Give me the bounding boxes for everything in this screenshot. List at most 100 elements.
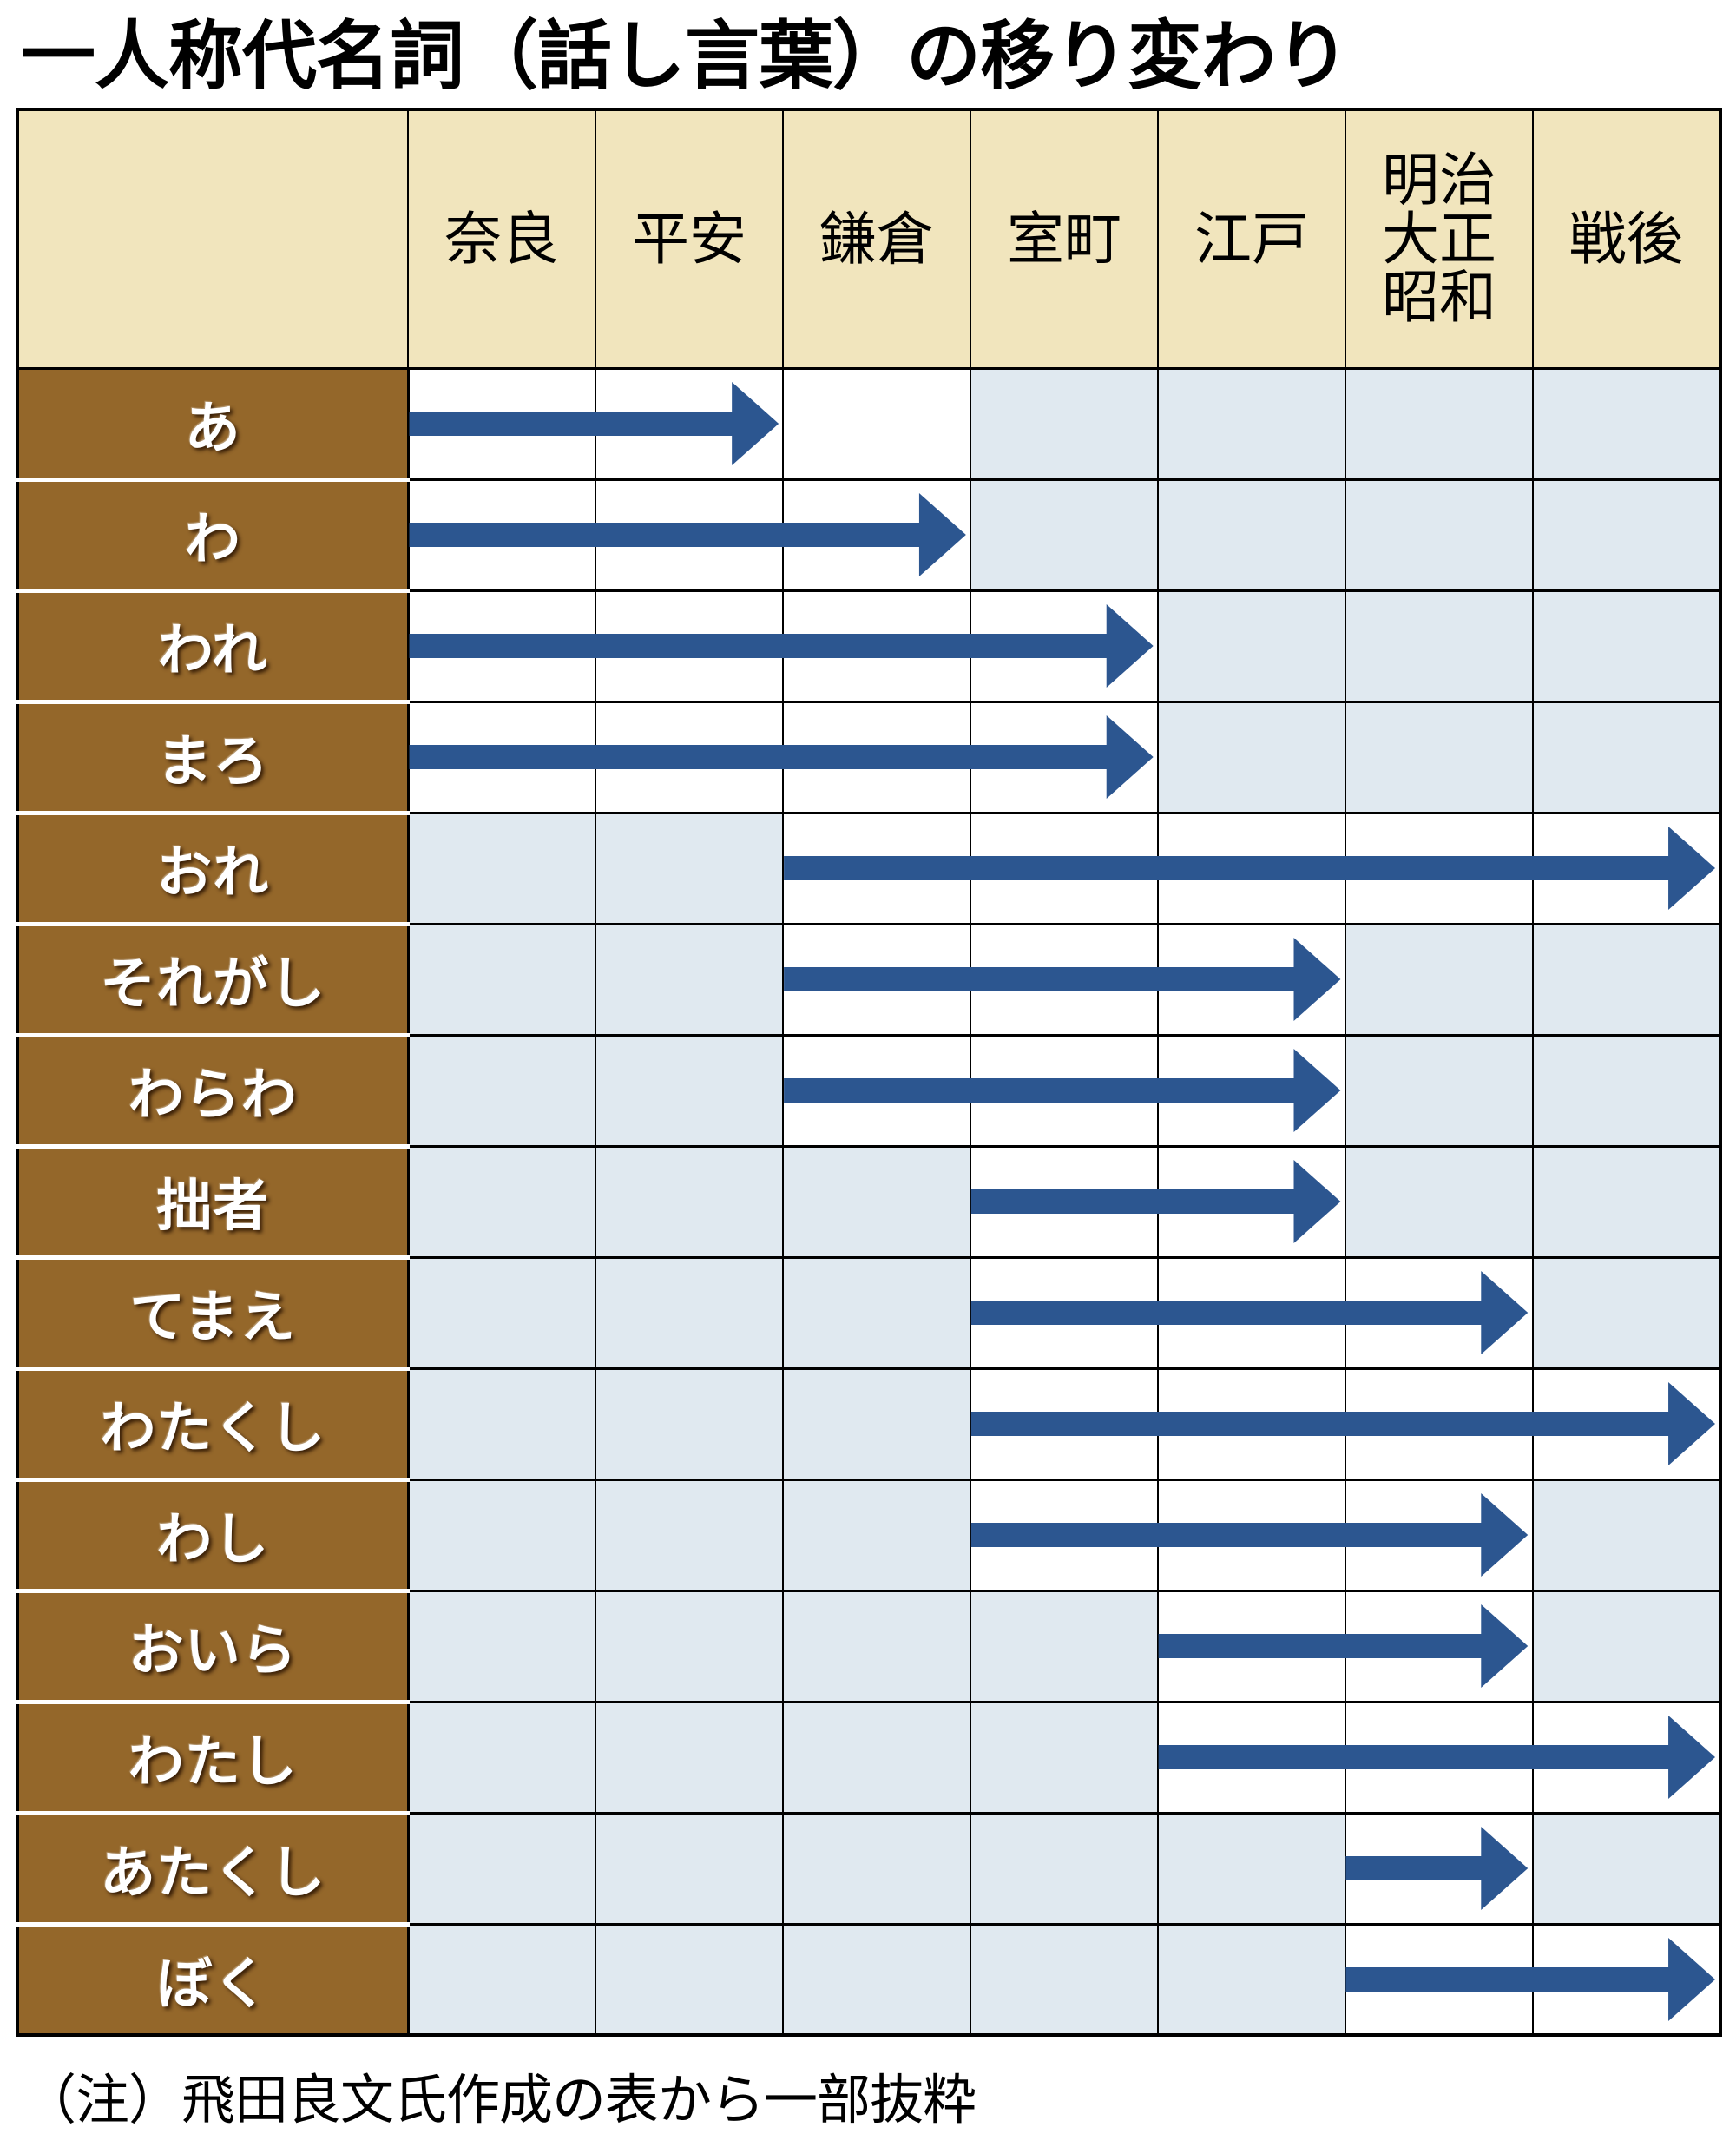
- cell-おいら-戦後: [1532, 1589, 1721, 1703]
- cell-おいら-江戸: [1157, 1589, 1346, 1703]
- cell-それがし-明治大正昭和: [1345, 922, 1534, 1037]
- cell-わたくし-明治大正昭和: [1345, 1367, 1534, 1481]
- row-label-てまえ: てまえ: [16, 1255, 410, 1371]
- cell-まろ-明治大正昭和: [1345, 700, 1534, 814]
- source-note: （注）飛田良文氏作成の表から一部抜粋: [23, 2071, 976, 2131]
- cell-まろ-鎌倉: [782, 700, 971, 814]
- cell-わらわ-明治大正昭和: [1345, 1033, 1534, 1148]
- column-header-line: 平安: [632, 206, 746, 271]
- cell-わし-戦後: [1532, 1478, 1721, 1592]
- table-row: われ: [16, 588, 1721, 704]
- cell-てまえ-平安: [595, 1255, 784, 1370]
- column-header-line: 江戸: [1194, 206, 1309, 271]
- cell-てまえ-奈良: [407, 1255, 596, 1370]
- column-header-line: 昭和: [1382, 264, 1496, 329]
- cell-わらわ-戦後: [1532, 1033, 1721, 1148]
- cell-わたし-平安: [595, 1700, 784, 1815]
- cell-拙者-室町: [970, 1144, 1159, 1259]
- table-row: おれ: [16, 810, 1721, 926]
- cell-わたくし-室町: [970, 1367, 1159, 1481]
- page-title: 一人称代名詞（話し言葉）の移り変わり: [21, 15, 1350, 98]
- cell-わたし-鎌倉: [782, 1700, 971, 1815]
- cell-拙者-戦後: [1532, 1144, 1721, 1259]
- column-header-label: 平安: [596, 206, 782, 271]
- cell-あたくし-平安: [595, 1811, 784, 1926]
- cell-あたくし-明治大正昭和: [1345, 1811, 1534, 1926]
- row-label-おれ: おれ: [16, 810, 410, 926]
- cell-わたし-室町: [970, 1700, 1159, 1815]
- cell-われ-戦後: [1532, 589, 1721, 703]
- column-header-奈良: 奈良: [407, 109, 596, 369]
- header-corner-cell: [16, 109, 409, 369]
- cell-わ-明治大正昭和: [1345, 478, 1534, 592]
- cell-わし-平安: [595, 1478, 784, 1592]
- column-header-室町: 室町: [970, 109, 1159, 369]
- cell-あ-戦後: [1532, 366, 1721, 481]
- cell-おいら-明治大正昭和: [1345, 1589, 1534, 1703]
- cell-わらわ-奈良: [407, 1033, 596, 1148]
- cell-てまえ-室町: [970, 1255, 1159, 1370]
- cell-わらわ-室町: [970, 1033, 1159, 1148]
- cell-それがし-奈良: [407, 922, 596, 1037]
- cell-われ-奈良: [407, 589, 596, 703]
- cell-拙者-奈良: [407, 1144, 596, 1259]
- cell-わらわ-江戸: [1157, 1033, 1346, 1148]
- cell-わたくし-戦後: [1532, 1367, 1721, 1481]
- row-label-わたし: わたし: [16, 1699, 410, 1815]
- table-row: わらわ: [16, 1032, 1721, 1149]
- cell-わし-明治大正昭和: [1345, 1478, 1534, 1592]
- cell-わたくし-鎌倉: [782, 1367, 971, 1481]
- column-header-label: 室町: [971, 209, 1157, 268]
- column-header-label: 江戸: [1159, 206, 1345, 271]
- cell-われ-明治大正昭和: [1345, 589, 1534, 703]
- cell-拙者-江戸: [1157, 1144, 1346, 1259]
- table-body: あわわれ まろ おれ それがし わらわ 拙者 てまえ わたくし わし おいら わたし あたくし ぼく: [16, 366, 1721, 2037]
- cell-それがし-平安: [595, 922, 784, 1037]
- cell-てまえ-鎌倉: [782, 1255, 971, 1370]
- column-header-line: 大正: [1382, 206, 1496, 271]
- cell-ぼく-江戸: [1157, 1922, 1346, 2037]
- column-header-label: 明治 大正 昭和: [1346, 150, 1532, 329]
- cell-あたくし-奈良: [407, 1811, 596, 1926]
- cell-わたし-奈良: [407, 1700, 596, 1815]
- column-header-line: 鎌倉: [819, 206, 934, 271]
- cell-われ-室町: [970, 589, 1159, 703]
- cell-おいら-奈良: [407, 1589, 596, 1703]
- cell-ぼく-明治大正昭和: [1345, 1922, 1534, 2037]
- cell-わらわ-鎌倉: [782, 1033, 971, 1148]
- column-header-平安: 平安: [595, 109, 784, 369]
- cell-おれ-平安: [595, 811, 784, 925]
- cell-まろ-戦後: [1532, 700, 1721, 814]
- cell-あ-平安: [595, 366, 784, 481]
- row-label-わらわ: わらわ: [16, 1032, 410, 1149]
- cell-わし-鎌倉: [782, 1478, 971, 1592]
- cell-あたくし-鎌倉: [782, 1811, 971, 1926]
- table-row: わたくし: [16, 1366, 1721, 1482]
- cell-まろ-江戸: [1157, 700, 1346, 814]
- cell-われ-平安: [595, 589, 784, 703]
- cell-わ-平安: [595, 478, 784, 592]
- table-row: わ: [16, 477, 1721, 593]
- cell-わたし-江戸: [1157, 1700, 1346, 1815]
- cell-おいら-鎌倉: [782, 1589, 971, 1703]
- column-header-line: 戦後: [1568, 206, 1684, 271]
- column-header-line: 奈良: [444, 206, 559, 271]
- cell-まろ-奈良: [407, 700, 596, 814]
- column-header-戦後: 戦後: [1532, 109, 1721, 369]
- cell-それがし-鎌倉: [782, 922, 971, 1037]
- cell-ぼく-奈良: [407, 1922, 596, 2037]
- table-row: てまえ: [16, 1255, 1721, 1371]
- cell-拙者-鎌倉: [782, 1144, 971, 1259]
- cell-それがし-江戸: [1157, 922, 1346, 1037]
- cell-それがし-戦後: [1532, 922, 1721, 1037]
- row-label-拙者: 拙者: [16, 1143, 410, 1260]
- cell-おれ-戦後: [1532, 811, 1721, 925]
- cell-てまえ-明治大正昭和: [1345, 1255, 1534, 1370]
- cell-わ-室町: [970, 478, 1159, 592]
- row-label-われ: われ: [16, 588, 410, 704]
- row-label-それがし: それがし: [16, 921, 410, 1037]
- column-header-鎌倉: 鎌倉: [782, 109, 971, 369]
- cell-わ-江戸: [1157, 478, 1346, 592]
- column-header-label: 奈良: [409, 206, 595, 271]
- cell-われ-鎌倉: [782, 589, 971, 703]
